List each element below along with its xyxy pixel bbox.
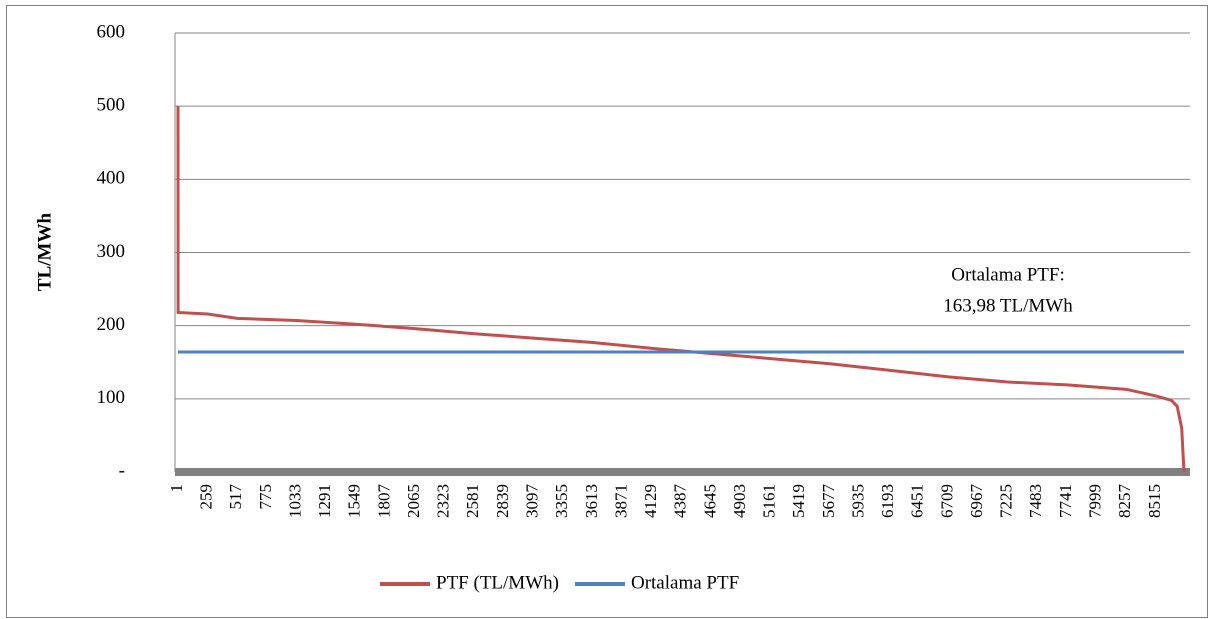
x-tick-label: 2839 [493,484,512,518]
x-tick-label: 5161 [760,484,779,518]
y-axis-label: TL/MWh [34,213,55,292]
x-tick-label: 1549 [345,484,364,518]
x-axis [175,468,1190,476]
y-tick-label: 100 [97,387,126,408]
x-tick-label: 3871 [611,484,630,518]
x-tick-label: 775 [256,484,275,510]
x-tick-label: 1 [167,484,186,493]
y-tick-label: - [119,460,125,481]
annotation: 163,98 TL/MWh [943,295,1073,316]
x-tick-label: 6451 [908,484,927,518]
y-tick-label: 300 [97,241,126,262]
x-tick-label: 3097 [522,484,541,519]
x-tick-label: 8515 [1145,484,1164,518]
x-tick-label: 3355 [552,484,571,518]
chart-border [6,5,1208,618]
x-tick-label: 7483 [1026,484,1045,518]
annotation: Ortalama PTF: [951,264,1064,285]
x-tick-label: 5935 [848,484,867,518]
x-tick-label: 1291 [315,484,334,518]
x-tick-label: 7741 [1056,484,1075,518]
x-tick-label: 6193 [878,484,897,518]
x-tick-label: 6967 [967,484,986,519]
y-tick-label: 200 [97,314,126,335]
x-tick-label: 4387 [671,484,690,519]
x-tick-label: 2065 [404,484,423,518]
x-tick-label: 1807 [374,484,393,519]
series-line [176,106,1186,473]
x-tick-label: 1033 [285,484,304,518]
y-tick-label: 400 [97,168,126,189]
x-tick-label: 2323 [434,484,453,518]
x-tick-label: 6709 [937,484,956,518]
x-tick-label: 3613 [582,484,601,518]
x-tick-label: 8257 [1115,484,1134,519]
x-tick-label: 517 [226,484,245,510]
x-tick-label: 4903 [730,484,749,518]
x-tick-label: 5419 [789,484,808,518]
x-tick-label: 2581 [463,484,482,518]
x-tick-label: 4129 [641,484,660,518]
y-tick-label: 600 [97,21,126,42]
x-tick-label: 259 [197,484,216,510]
legend-label: Ortalama PTF [631,572,739,593]
x-tick-label: 5677 [819,484,838,519]
x-tick-label: 7225 [997,484,1016,518]
x-tick-label: 4645 [700,484,719,518]
y-tick-label: 500 [97,95,126,116]
legend-label: PTF (TL/MWh) [436,572,559,593]
x-tick-label: 7999 [1086,484,1105,518]
